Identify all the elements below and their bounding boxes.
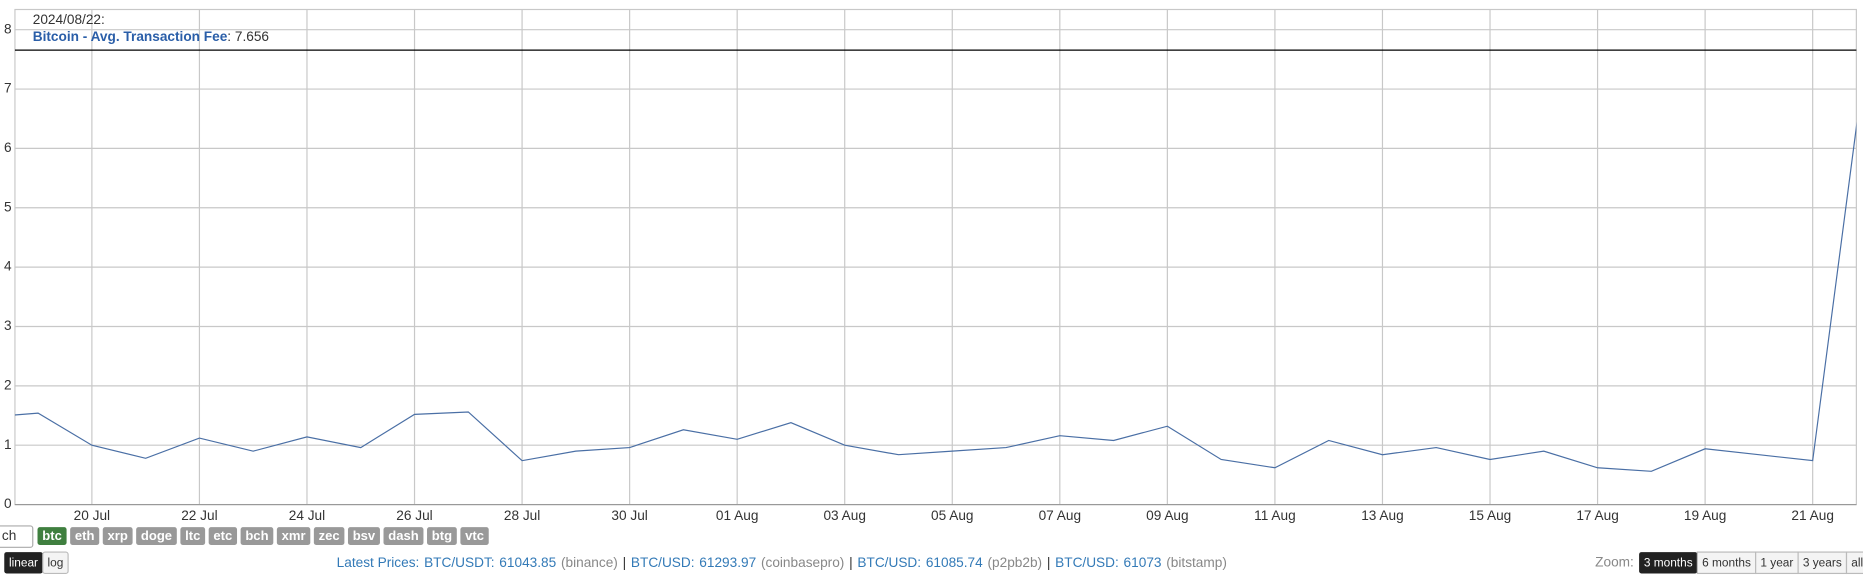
tooltip-series-name: Bitcoin - Avg. Transaction Fee: [33, 28, 228, 43]
price-exchange: (coinbasepro): [761, 554, 844, 569]
search-text: ch: [2, 528, 16, 543]
zoom-button-label[interactable]: all time: [1851, 555, 1863, 569]
coin-button[interactable]: [383, 527, 424, 545]
x-tick-label: 17 Aug: [1576, 508, 1618, 523]
x-tick-label: 01 Aug: [716, 508, 758, 523]
price-exchange: (p2pb2b): [987, 554, 1042, 569]
x-tick-label: 26 Jul: [396, 508, 432, 523]
coin-button-label[interactable]: etc: [213, 528, 232, 543]
coin-button-label[interactable]: xrp: [108, 528, 128, 543]
coin-button[interactable]: [37, 527, 67, 545]
x-tick-label: 21 Aug: [1791, 508, 1833, 523]
zoom-button-label[interactable]: 1 year: [1760, 555, 1793, 569]
price-value: 61073: [1124, 554, 1162, 569]
x-tick-label: 13 Aug: [1361, 508, 1403, 523]
coin-button-label[interactable]: btc: [42, 528, 62, 543]
x-tick-label: 30 Jul: [611, 508, 647, 523]
separator: |: [1047, 554, 1051, 569]
x-tick-label: 05 Aug: [931, 508, 973, 523]
x-tick-label: 09 Aug: [1146, 508, 1188, 523]
price-pair: BTC/USD:: [631, 554, 695, 569]
scale-button-label[interactable]: linear: [9, 555, 38, 569]
price-exchange: (binance): [561, 554, 618, 569]
zoom-button-label[interactable]: 6 months: [1702, 555, 1751, 569]
x-tick-label: 22 Jul: [181, 508, 217, 523]
coin-button-label[interactable]: eth: [75, 528, 95, 543]
latest-prices: Latest Prices: BTC/USDT: 61043.85 (binance)…: [337, 554, 1227, 569]
search-input[interactable]: [0, 525, 34, 548]
y-tick-label: 5: [4, 199, 12, 214]
coin-button[interactable]: [460, 527, 489, 545]
separator: |: [623, 554, 627, 569]
price-pair: BTC/USD:: [1055, 554, 1119, 569]
zoom-button-label[interactable]: 3 months: [1644, 555, 1693, 569]
tooltip-series: Bitcoin - Avg. Transaction Fee: 7.656: [33, 28, 269, 43]
price-exchange: (bitstamp): [1166, 554, 1227, 569]
tooltip-date: 2024/08/22:: [33, 12, 105, 27]
y-tick-label: 1: [4, 437, 12, 452]
coin-button[interactable]: [240, 527, 274, 545]
y-tick-label: 7: [4, 81, 12, 96]
price-pair: BTC/USDT:: [424, 554, 494, 569]
x-tick-label: 24 Jul: [289, 508, 325, 523]
x-tick-label: 07 Aug: [1039, 508, 1081, 523]
coin-button-label[interactable]: vtc: [465, 528, 484, 543]
x-tick-label: 11 Aug: [1254, 508, 1295, 523]
y-tick-label: 4: [4, 259, 12, 274]
coin-button-label[interactable]: dash: [388, 528, 418, 543]
price-value: 61293.97: [699, 554, 756, 569]
coin-button-label[interactable]: zec: [319, 528, 340, 543]
price-value: 61043.85: [499, 554, 556, 569]
zoom-label: Zoom:: [1595, 554, 1634, 569]
coin-button[interactable]: [136, 527, 177, 545]
coin-button-label[interactable]: bch: [245, 528, 268, 543]
y-tick-label: 6: [4, 140, 12, 155]
y-tick-label: 3: [4, 318, 12, 333]
x-tick-label: 28 Jul: [504, 508, 540, 523]
coin-button-label[interactable]: xmr: [282, 528, 306, 543]
x-tick-label: 03 Aug: [823, 508, 865, 523]
price-value: 61085.74: [926, 554, 983, 569]
y-tick-label: 0: [4, 496, 12, 511]
x-tick-label: 19 Aug: [1684, 508, 1726, 523]
zoom-button[interactable]: [1639, 552, 1698, 574]
data-line: [14, 122, 1857, 472]
coin-button[interactable]: [347, 527, 380, 545]
coin-button[interactable]: [208, 527, 238, 545]
x-tick-label: 20 Jul: [74, 508, 110, 523]
coin-button[interactable]: [70, 527, 100, 545]
coin-button-label[interactable]: btg: [432, 528, 452, 543]
separator: |: [849, 554, 853, 569]
y-tick-label: 8: [4, 21, 12, 36]
coin-button[interactable]: [427, 527, 457, 545]
price-pair: BTC/USD:: [857, 554, 921, 569]
coin-button[interactable]: [180, 527, 206, 545]
coin-button-label[interactable]: doge: [141, 528, 172, 543]
coin-button-label[interactable]: bsv: [353, 528, 376, 543]
scale-button-label[interactable]: log: [48, 555, 64, 569]
zoom-button-label[interactable]: 3 years: [1803, 555, 1842, 569]
latest-prices-label: Latest Prices:: [337, 554, 420, 569]
y-tick-label: 2: [4, 377, 12, 392]
zoom-button[interactable]: [1845, 551, 1863, 575]
coin-button[interactable]: [102, 527, 133, 545]
coin-button-label[interactable]: ltc: [185, 528, 200, 543]
plot-area: [14, 8, 1857, 506]
x-tick-label: 15 Aug: [1469, 508, 1511, 523]
coin-button[interactable]: [313, 527, 345, 545]
scale-button[interactable]: [42, 551, 69, 575]
scale-button[interactable]: [4, 552, 43, 574]
tooltip-value: : 7.656: [227, 28, 269, 43]
coin-button[interactable]: [276, 527, 311, 545]
